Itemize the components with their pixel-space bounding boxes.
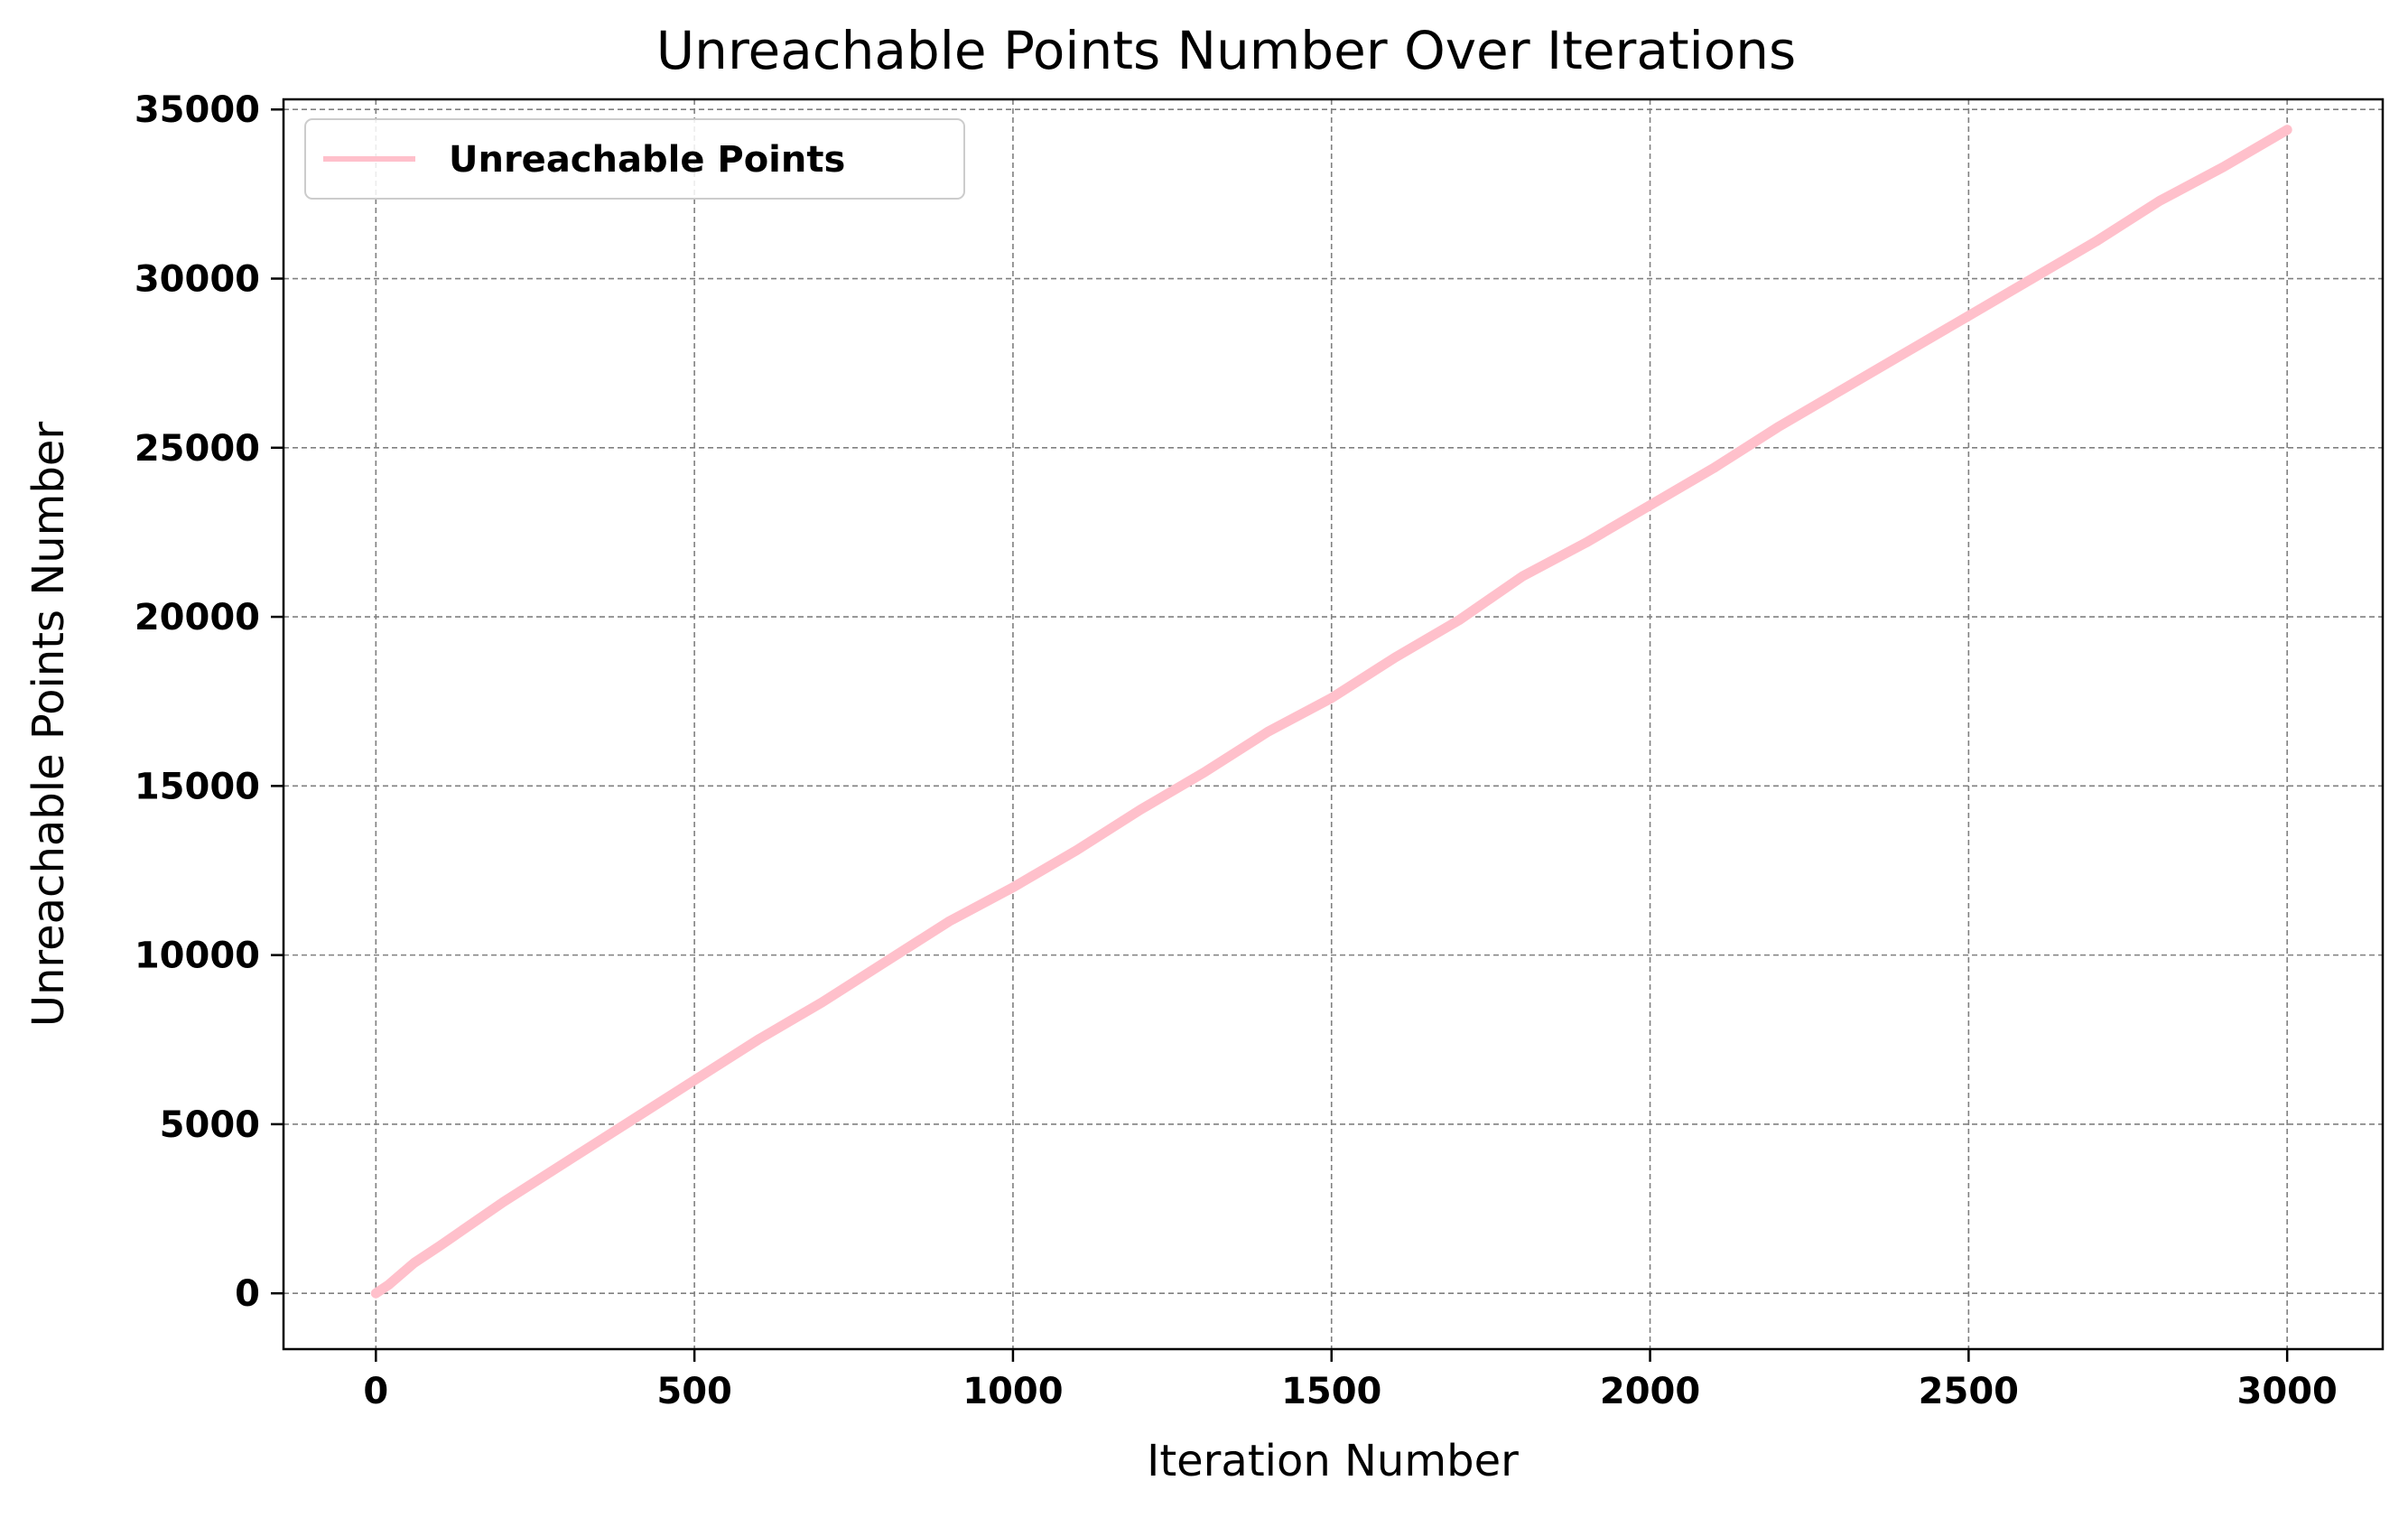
x-tick-label: 2000 <box>1600 1371 1700 1412</box>
y-tick-label: 0 <box>235 1273 260 1315</box>
plot-frame <box>282 98 2385 1351</box>
y-tick-label: 25000 <box>135 428 260 470</box>
chart-title: Unreachable Points Number Over Iteration… <box>656 20 1797 81</box>
x-tick-label: 0 <box>363 1371 388 1412</box>
x-tick-label: 1500 <box>1281 1371 1381 1412</box>
x-tick-label: 2500 <box>1919 1371 2019 1412</box>
x-axis-label: Iteration Number <box>1147 1436 1519 1486</box>
y-tick-label: 15000 <box>135 766 260 807</box>
y-tick-label: 20000 <box>135 597 260 638</box>
y-tick-label: 35000 <box>135 89 260 131</box>
y-tick-label: 10000 <box>135 936 260 977</box>
x-tick-label: 1000 <box>962 1371 1063 1412</box>
y-tick-label: 30000 <box>135 259 260 301</box>
legend: Unreachable Points <box>304 118 965 200</box>
series-line <box>370 125 2292 1299</box>
legend-box <box>304 118 965 200</box>
legend-label: Unreachable Points <box>449 139 845 181</box>
ticks-layer: 0 500 1000 1500 2000 2500 30000500010000150002… <box>135 89 2338 1412</box>
x-tick-label: 3000 <box>2236 1371 2337 1412</box>
series-layer <box>370 125 2292 1299</box>
y-axis-label: Unreachable Points Number <box>23 422 74 1028</box>
grid-layer <box>284 99 2383 1349</box>
y-tick-label: 5000 <box>160 1104 260 1146</box>
x-tick-label: 500 <box>656 1371 732 1412</box>
